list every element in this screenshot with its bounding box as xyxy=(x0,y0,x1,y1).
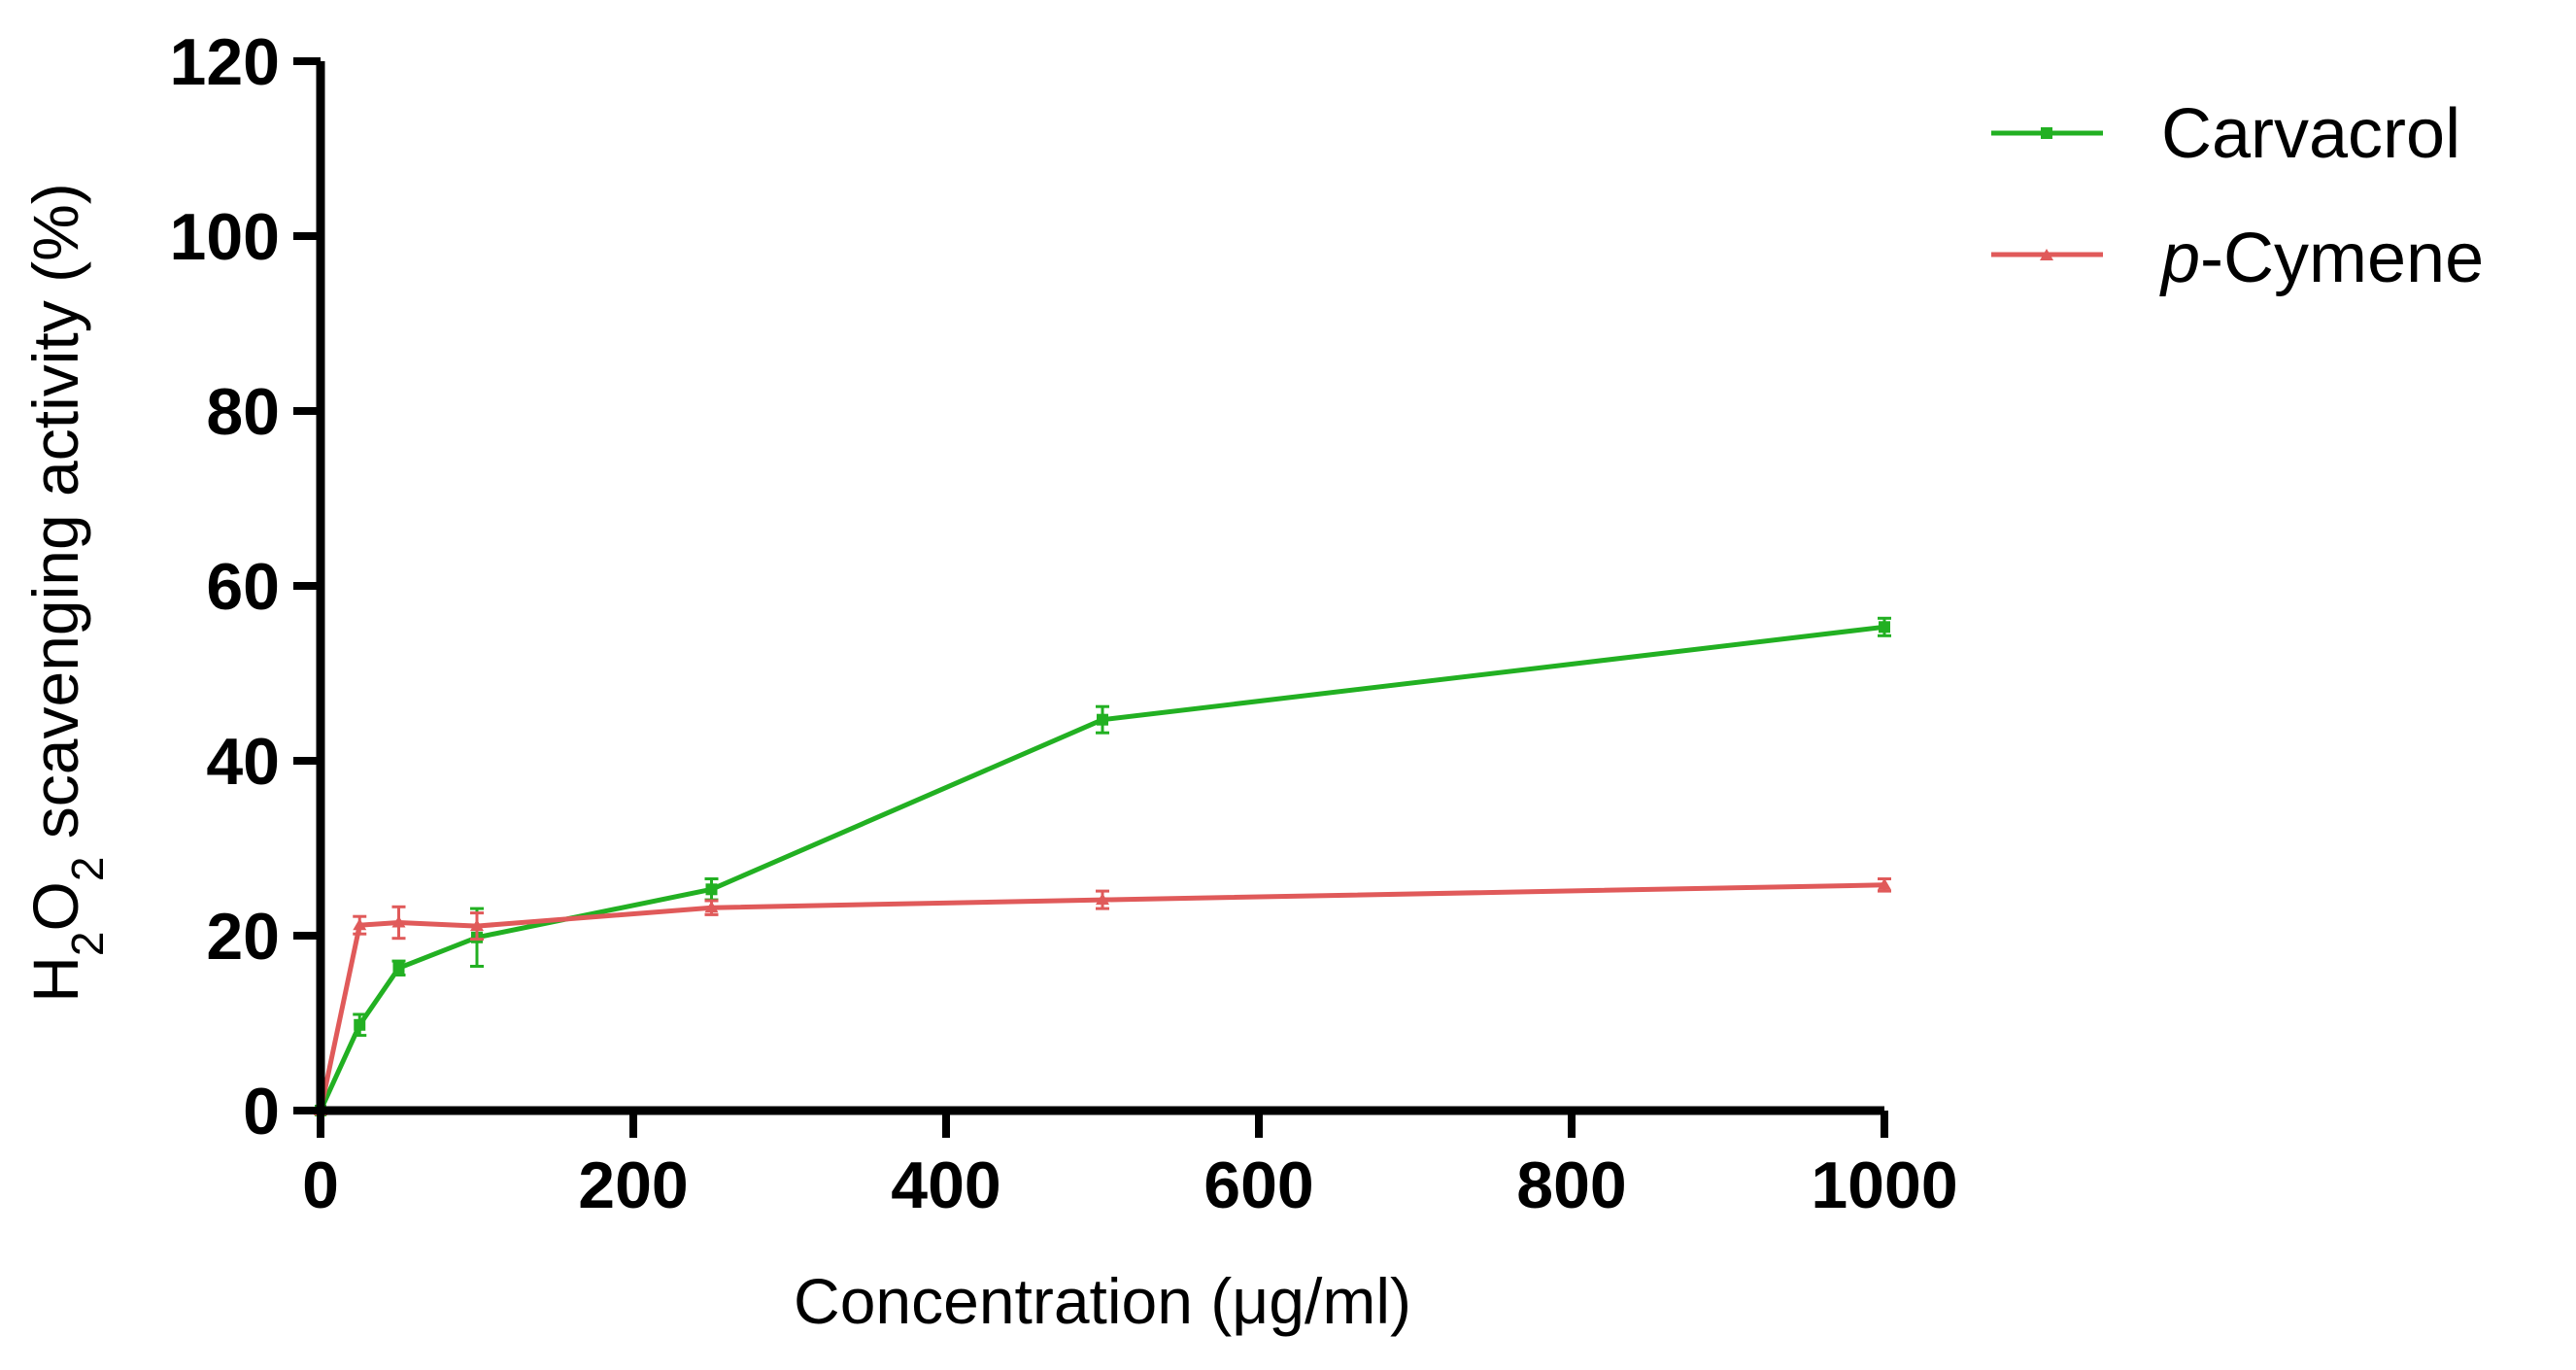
y-tick-label: 100 xyxy=(170,200,280,274)
series-cymene xyxy=(314,877,1891,1115)
data-point xyxy=(705,883,718,896)
data-point xyxy=(354,1018,366,1031)
data-point xyxy=(1879,621,1890,634)
axes xyxy=(316,61,1884,1115)
legend-marker-p-cymene xyxy=(2040,249,2053,260)
y-tick-label: 60 xyxy=(206,550,280,624)
y-tick-label: 20 xyxy=(206,900,280,974)
y-tick-label: 0 xyxy=(243,1075,280,1148)
legend: Carvacrol p-Cymene xyxy=(1991,95,2484,297)
legend-item-p-cymene: p-Cymene xyxy=(1991,220,2484,297)
x-tick-label: 400 xyxy=(891,1148,1000,1222)
y-tick-label: 40 xyxy=(206,725,280,799)
x-tick-label: 200 xyxy=(578,1148,688,1222)
data-point xyxy=(470,919,484,932)
data-point xyxy=(391,915,406,928)
x-tick-label: 800 xyxy=(1516,1148,1626,1222)
data-point xyxy=(353,918,367,931)
y-tick-label: 80 xyxy=(206,375,280,449)
ticks: 0 20 40 60 80 100 120 0 200 400 600 800 1000 xyxy=(170,25,1958,1222)
data-point xyxy=(1096,893,1109,906)
x-axis-title: Concentration (μg/ml) xyxy=(794,1265,1411,1337)
legend-item-carvacrol: Carvacrol xyxy=(1991,95,2460,173)
data-point xyxy=(1097,713,1108,726)
x-tick-label: 1000 xyxy=(1811,1148,1957,1222)
plot-area xyxy=(314,616,1891,1116)
data-point xyxy=(1878,877,1891,890)
x-tick-label: 600 xyxy=(1203,1148,1313,1222)
y-tick-label: 120 xyxy=(170,25,280,99)
series-carvacrol xyxy=(315,616,1891,1116)
x-tick-label: 0 xyxy=(302,1148,339,1222)
series-line-carvacrol xyxy=(318,624,1885,1113)
y-axis-title: H2O2 scavenging activity (%) xyxy=(19,183,113,1002)
legend-marker-carvacrol xyxy=(2041,127,2052,139)
legend-label-p-cymene: p-Cymene xyxy=(2159,220,2484,297)
data-point xyxy=(704,901,719,913)
legend-label-carvacrol: Carvacrol xyxy=(2161,95,2460,173)
series-line-cymene xyxy=(318,882,1885,1112)
data-point xyxy=(392,962,405,975)
